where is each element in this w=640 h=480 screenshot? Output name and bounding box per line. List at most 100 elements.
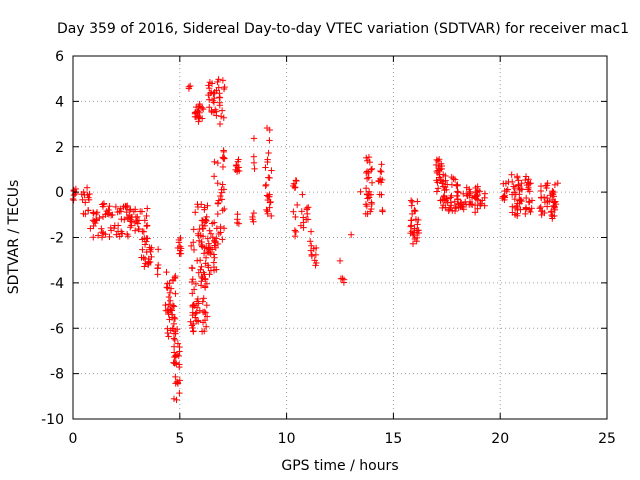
data-point — [172, 290, 179, 297]
data-point — [453, 192, 461, 199]
data-point — [207, 230, 215, 237]
data-point — [514, 204, 521, 212]
data-point — [189, 290, 196, 297]
data-point — [170, 303, 178, 310]
data-point — [176, 377, 183, 384]
data-point — [197, 266, 204, 273]
data-point — [213, 87, 220, 94]
data-point — [250, 153, 258, 160]
data-point — [154, 246, 162, 253]
data-point — [116, 233, 123, 240]
data-point — [193, 317, 200, 324]
data-point — [462, 198, 469, 206]
data-point — [106, 233, 113, 241]
data-point — [165, 333, 172, 340]
data-point — [509, 178, 516, 186]
data-point — [98, 234, 106, 241]
data-point — [550, 193, 558, 200]
data-point — [175, 352, 182, 360]
data-point — [189, 311, 196, 319]
data-point — [201, 283, 209, 290]
data-point — [94, 232, 102, 239]
x-tick-label: 5 — [175, 431, 184, 447]
y-tick-label: -6 — [50, 321, 64, 337]
data-point — [211, 254, 218, 261]
data-point — [415, 216, 422, 224]
data-point — [266, 137, 273, 144]
data-point — [196, 307, 204, 314]
data-point — [85, 194, 92, 201]
data-point — [120, 203, 127, 210]
data-point — [190, 301, 197, 309]
data-point — [124, 233, 132, 240]
data-point — [516, 197, 524, 204]
data-point — [171, 274, 178, 281]
data-point — [378, 168, 385, 176]
data-point — [98, 225, 105, 232]
data-point — [218, 107, 226, 114]
data-point — [203, 302, 211, 309]
data-point — [189, 276, 197, 283]
data-point — [85, 207, 92, 214]
data-point — [214, 159, 222, 167]
data-point — [308, 252, 316, 260]
data-point — [167, 285, 175, 292]
data-point — [439, 204, 446, 212]
data-point — [146, 258, 154, 266]
data-point — [165, 293, 173, 301]
y-tick-label: 6 — [55, 49, 64, 65]
data-point — [250, 135, 258, 142]
data-point — [367, 166, 375, 173]
data-point — [213, 225, 221, 232]
data-point — [169, 302, 177, 309]
data-point — [264, 210, 271, 217]
data-point — [135, 225, 143, 233]
data-point — [213, 108, 220, 115]
data-point — [176, 389, 183, 397]
data-point — [172, 373, 179, 381]
data-point — [201, 222, 209, 230]
data-point — [117, 205, 124, 212]
data-point — [471, 209, 479, 216]
data-point — [104, 210, 111, 217]
data-point — [262, 182, 269, 190]
data-point — [172, 327, 179, 335]
data-point — [93, 217, 100, 224]
data-point — [206, 244, 214, 251]
data-point — [206, 78, 214, 86]
data-point — [204, 248, 211, 256]
data-point — [471, 201, 479, 209]
data-point — [195, 232, 202, 239]
data-point — [368, 205, 375, 213]
data-point — [457, 199, 464, 206]
data-point — [472, 192, 479, 200]
data-point — [268, 212, 275, 220]
data-point — [171, 336, 179, 344]
data-point — [268, 167, 275, 174]
data-point — [202, 323, 210, 330]
data-point — [366, 159, 374, 166]
data-point — [99, 201, 106, 208]
data-point — [215, 230, 223, 238]
data-point — [550, 199, 558, 206]
data-point — [337, 275, 345, 282]
data-point — [206, 271, 213, 278]
data-point — [106, 202, 113, 210]
data-point — [460, 190, 467, 197]
data-point — [80, 210, 87, 217]
data-point — [551, 203, 558, 211]
data-point — [217, 192, 224, 200]
data-point — [216, 120, 224, 128]
data-point — [554, 179, 561, 187]
data-point — [198, 104, 206, 112]
data-point — [215, 76, 222, 83]
data-point — [514, 212, 521, 219]
data-point — [368, 165, 376, 173]
data-point — [172, 380, 179, 387]
data-point — [511, 184, 519, 192]
y-tick-labels: -10 -8 -6 -4 -2 0 2 4 6 — [41, 49, 64, 428]
data-point — [141, 263, 148, 270]
data-point — [454, 189, 462, 196]
data-point — [466, 188, 474, 196]
